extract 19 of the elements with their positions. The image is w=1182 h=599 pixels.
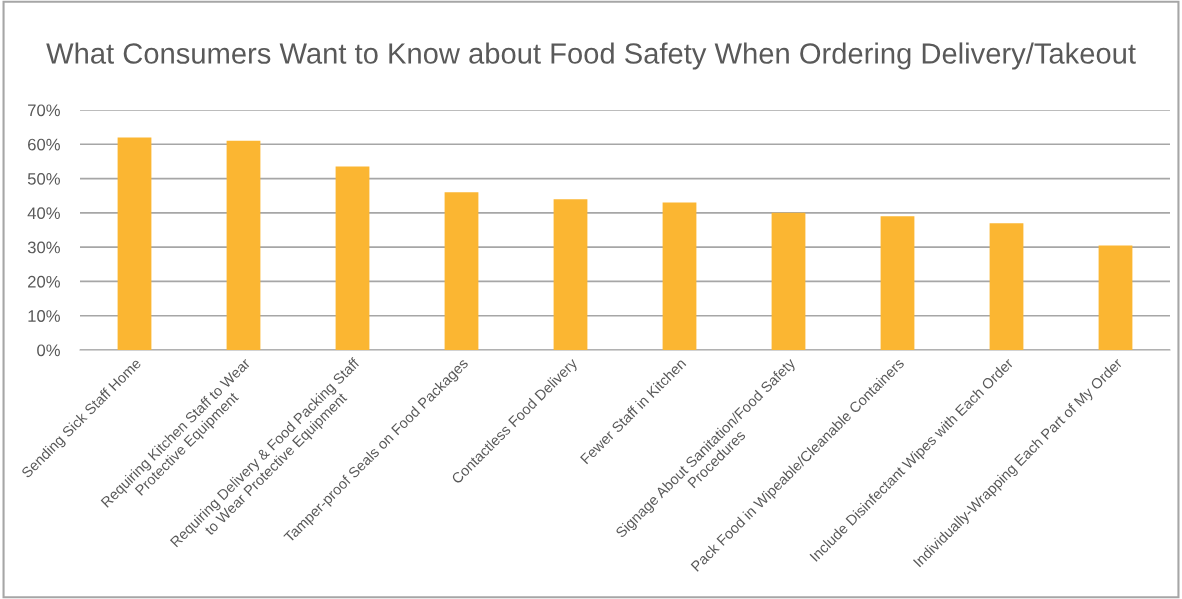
chart-title: What Consumers Want to Know about Food Safety When Ordering Delivery/Takeout <box>46 42 1136 70</box>
bar <box>444 192 479 350</box>
bar <box>117 137 152 350</box>
bar <box>880 216 915 350</box>
y-tick-label: 70% <box>28 104 60 117</box>
bar <box>662 202 697 350</box>
y-tick-label: 50% <box>27 172 60 185</box>
y-tick-label: 30% <box>27 241 60 254</box>
y-tick-label: 20% <box>28 275 60 288</box>
bar <box>771 212 806 350</box>
y-tick-label: 10% <box>28 310 60 322</box>
y-tick-label: 0% <box>37 344 60 357</box>
bar <box>335 166 370 350</box>
bar <box>226 140 261 350</box>
bar <box>553 199 588 350</box>
y-tick-label: 40% <box>27 207 60 220</box>
y-tick-label: 60% <box>28 138 60 151</box>
bar <box>989 223 1024 350</box>
bar <box>1098 245 1133 350</box>
